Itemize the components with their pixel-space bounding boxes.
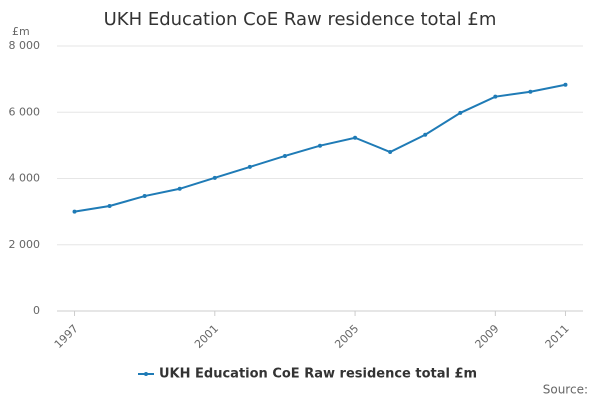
line: [74, 83, 566, 213]
x-tick-label: 1997: [52, 322, 81, 351]
x-tick-label: 2011: [543, 322, 572, 351]
y-tick-label: 2 000: [9, 238, 41, 251]
point: [177, 186, 182, 191]
x-tick-label: 2001: [192, 322, 221, 351]
point: [72, 209, 77, 214]
point: [493, 94, 498, 99]
y-tick-label: 4 000: [9, 172, 41, 185]
x-tick-label: 2005: [332, 322, 361, 351]
y-axis-label: £m: [12, 25, 30, 38]
legend-swatch-dot: [144, 372, 148, 376]
point: [142, 194, 147, 199]
point: [423, 132, 428, 137]
point: [282, 153, 287, 158]
y-tick-label: 0: [33, 304, 40, 317]
point: [212, 175, 217, 180]
point: [107, 203, 112, 208]
source: Source:: [543, 383, 588, 397]
point: [388, 150, 393, 154]
point: [563, 82, 568, 87]
point: [353, 135, 358, 140]
point: [318, 143, 322, 148]
chart-title: UKH Education CoE Raw residence total £m: [104, 9, 497, 30]
y-tick-label: 8 000: [9, 39, 41, 52]
point: [528, 89, 533, 94]
point: [458, 110, 463, 115]
legend-label: UKH Education CoE Raw residence total £m: [159, 367, 477, 382]
y-tick-label: 6 000: [9, 105, 41, 118]
x-tick-label: 2009: [473, 322, 502, 351]
point: [247, 164, 252, 169]
